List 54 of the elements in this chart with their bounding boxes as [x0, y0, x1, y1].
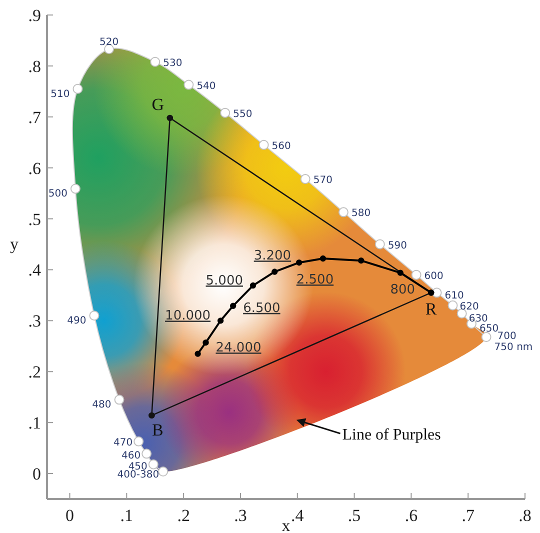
y-tick-label: 0 — [32, 464, 41, 484]
x-tick-label: .6 — [404, 506, 418, 525]
annotation: 540 — [196, 80, 216, 92]
y-tick-label: .2 — [28, 362, 41, 382]
annotation: B — [152, 420, 164, 440]
annotation: 24.000 — [216, 340, 262, 356]
annotation: 600 — [424, 270, 444, 282]
x-axis-title: x — [282, 516, 291, 533]
x-tick-label: .5 — [348, 506, 361, 525]
annotation: 500 — [48, 188, 68, 200]
annotation: 610 — [444, 290, 464, 302]
y-tick-label: .9 — [28, 6, 41, 25]
annotation: 480 — [92, 400, 112, 411]
annotation: Line of Purples — [342, 426, 441, 444]
y-tick-label: .8 — [28, 56, 41, 76]
annotation: 620 — [460, 301, 479, 312]
x-tick-label: .2 — [177, 506, 190, 525]
x-tick-label: .1 — [120, 506, 134, 525]
annotation: 530 — [163, 58, 182, 69]
annotation: 800 — [390, 282, 416, 298]
annotation: 570 — [313, 175, 332, 186]
annotation: 470 — [114, 437, 133, 448]
annotation: 5.000 — [206, 274, 243, 289]
y-tick-label: .4 — [28, 260, 42, 280]
y-tick-label: .1 — [28, 414, 41, 433]
x-tick-label: .8 — [518, 506, 532, 525]
annotation: 630 — [468, 314, 488, 325]
annotation: 750 nm — [494, 342, 533, 353]
annotation: 3.200 — [254, 248, 292, 264]
y-axis-title: y — [10, 234, 19, 254]
annotation: 550 — [233, 108, 252, 120]
annotation: G — [152, 94, 164, 114]
annotation: 10.000 — [165, 308, 211, 324]
annotation: 460 — [121, 450, 141, 462]
x-tick-label: .7 — [462, 506, 475, 525]
x-tick-label: .4 — [291, 506, 304, 525]
annotation: 510 — [50, 88, 70, 100]
y-tick-label: .7 — [28, 108, 42, 127]
annotation: 650 — [480, 324, 499, 335]
y-tick-label: .6 — [28, 158, 41, 178]
annotation: 490 — [67, 316, 86, 327]
y-tick-label: .3 — [28, 312, 41, 331]
annotation: 590 — [388, 240, 407, 252]
x-tick-label: 0 — [66, 506, 74, 525]
annotation: R — [425, 300, 438, 319]
annotation: 6.500 — [243, 300, 280, 316]
annotation: 2.500 — [296, 272, 334, 288]
annotation: 580 — [351, 208, 371, 220]
annotation: 700 — [497, 330, 516, 342]
annotation: 560 — [272, 140, 291, 152]
annotation: 400-380 — [117, 469, 160, 480]
annotation: 520 — [99, 37, 119, 48]
x-tick-label: .3 — [234, 506, 247, 525]
y-tick-label: .5 — [28, 210, 41, 229]
